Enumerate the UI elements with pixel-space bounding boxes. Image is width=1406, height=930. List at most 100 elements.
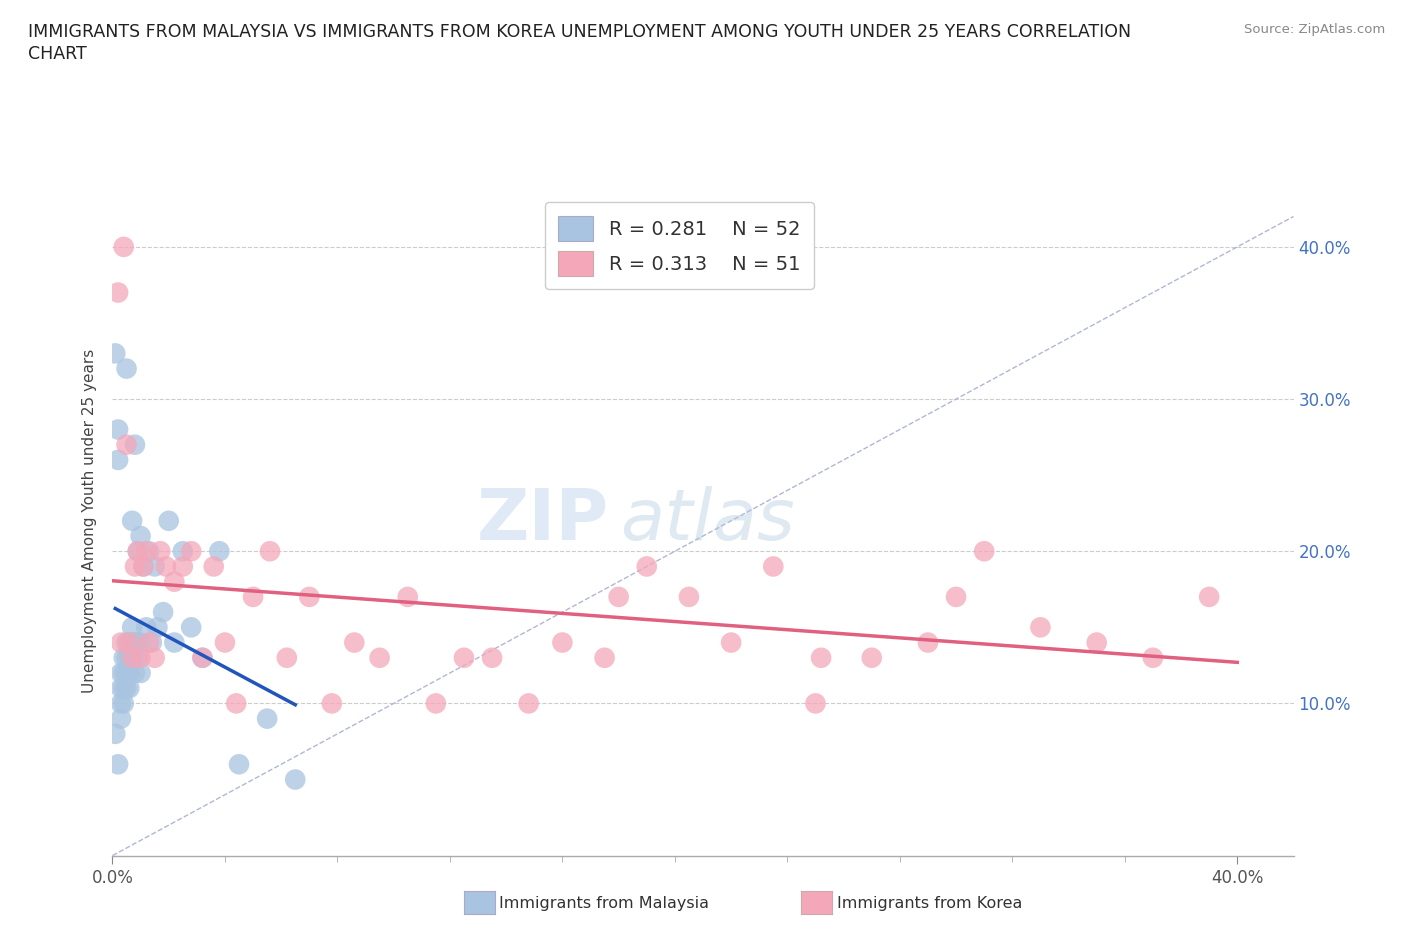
- Point: [112, 696, 135, 711]
- Point: [112, 239, 135, 254]
- Text: Source: ZipAtlas.com: Source: ZipAtlas.com: [1244, 23, 1385, 36]
- Point: [143, 559, 166, 574]
- Point: [720, 635, 742, 650]
- Point: [129, 528, 152, 543]
- Point: [453, 650, 475, 665]
- Point: [121, 620, 143, 635]
- Point: [180, 620, 202, 635]
- Point: [124, 635, 146, 650]
- Point: [1142, 650, 1164, 665]
- Point: [321, 696, 343, 711]
- Point: [110, 681, 132, 696]
- Point: [284, 772, 307, 787]
- Point: [121, 650, 143, 665]
- Point: [259, 544, 281, 559]
- Point: [973, 544, 995, 559]
- Point: [124, 666, 146, 681]
- Point: [214, 635, 236, 650]
- Point: [129, 666, 152, 681]
- Point: [517, 696, 540, 711]
- Point: [917, 635, 939, 650]
- Point: [143, 650, 166, 665]
- Point: [636, 559, 658, 574]
- Point: [107, 453, 129, 468]
- Text: CHART: CHART: [28, 45, 87, 62]
- Point: [112, 650, 135, 665]
- Point: [152, 604, 174, 619]
- Point: [396, 590, 419, 604]
- Point: [149, 544, 172, 559]
- Point: [138, 544, 160, 559]
- Point: [110, 666, 132, 681]
- Point: [191, 650, 214, 665]
- Point: [276, 650, 298, 665]
- Point: [172, 559, 194, 574]
- Point: [121, 635, 143, 650]
- Point: [129, 635, 152, 650]
- Point: [129, 650, 152, 665]
- Point: [551, 635, 574, 650]
- Point: [132, 559, 155, 574]
- Point: [810, 650, 832, 665]
- Text: Immigrants from Malaysia: Immigrants from Malaysia: [499, 896, 709, 910]
- Point: [135, 620, 157, 635]
- Point: [115, 361, 138, 376]
- Point: [118, 635, 141, 650]
- Point: [124, 650, 146, 665]
- Point: [104, 726, 127, 741]
- Point: [225, 696, 247, 711]
- Point: [1198, 590, 1220, 604]
- Point: [202, 559, 225, 574]
- Point: [127, 635, 149, 650]
- Point: [124, 559, 146, 574]
- Point: [107, 757, 129, 772]
- Point: [110, 635, 132, 650]
- Point: [208, 544, 231, 559]
- Point: [256, 711, 278, 726]
- Text: ZIP: ZIP: [477, 486, 609, 555]
- Point: [110, 711, 132, 726]
- Point: [115, 650, 138, 665]
- Point: [141, 635, 163, 650]
- Point: [127, 544, 149, 559]
- Point: [191, 650, 214, 665]
- Point: [115, 635, 138, 650]
- Point: [115, 681, 138, 696]
- Point: [138, 635, 160, 650]
- Point: [155, 559, 177, 574]
- Point: [124, 437, 146, 452]
- Point: [104, 346, 127, 361]
- Point: [678, 590, 700, 604]
- Point: [118, 635, 141, 650]
- Point: [180, 544, 202, 559]
- Point: [115, 437, 138, 452]
- Point: [368, 650, 391, 665]
- Point: [163, 574, 186, 589]
- Point: [127, 650, 149, 665]
- Point: [157, 513, 180, 528]
- Point: [481, 650, 503, 665]
- Legend: R = 0.281    N = 52, R = 0.313    N = 51: R = 0.281 N = 52, R = 0.313 N = 51: [544, 203, 814, 289]
- Point: [112, 681, 135, 696]
- Point: [593, 650, 616, 665]
- Point: [804, 696, 827, 711]
- Point: [163, 635, 186, 650]
- Point: [118, 666, 141, 681]
- Point: [1029, 620, 1052, 635]
- Point: [121, 513, 143, 528]
- Point: [298, 590, 321, 604]
- Text: atlas: atlas: [620, 486, 794, 555]
- Point: [172, 544, 194, 559]
- Point: [945, 590, 967, 604]
- Point: [115, 666, 138, 681]
- Point: [127, 544, 149, 559]
- Point: [228, 757, 250, 772]
- Text: Immigrants from Korea: Immigrants from Korea: [837, 896, 1022, 910]
- Point: [107, 286, 129, 300]
- Point: [343, 635, 366, 650]
- Point: [425, 696, 447, 711]
- Point: [762, 559, 785, 574]
- Point: [135, 544, 157, 559]
- Point: [118, 681, 141, 696]
- Point: [107, 422, 129, 437]
